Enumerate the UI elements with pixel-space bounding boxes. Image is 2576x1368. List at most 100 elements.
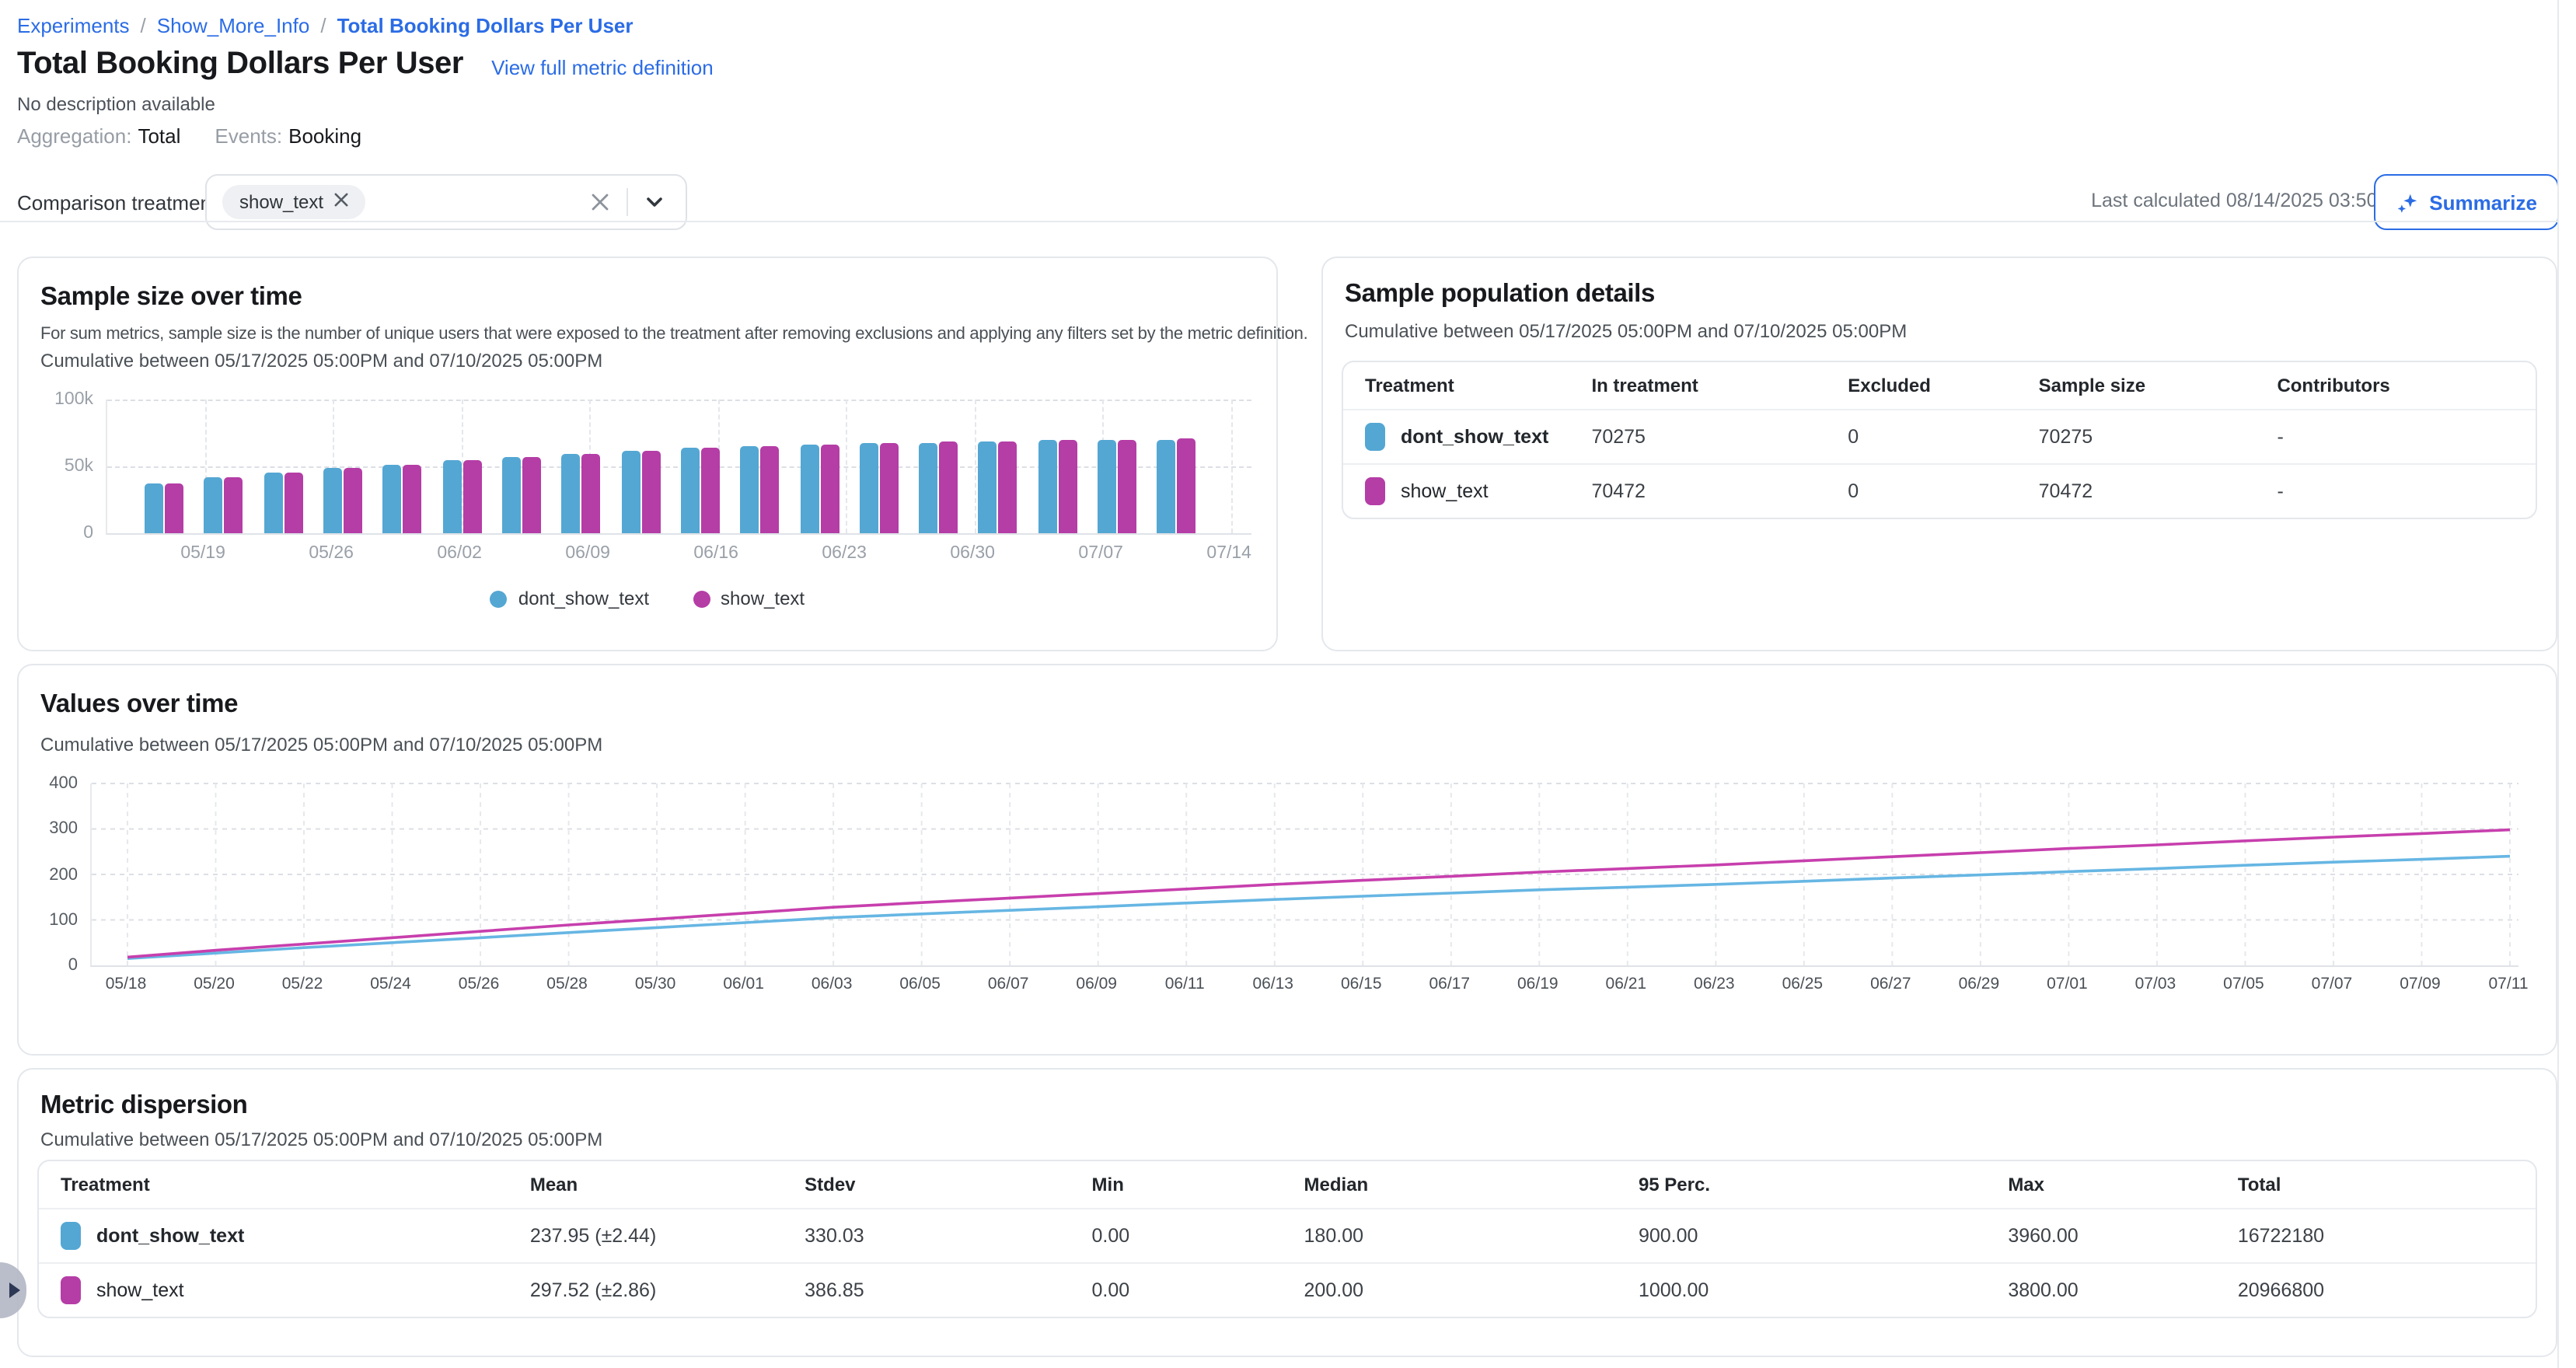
bar-pair — [859, 443, 899, 533]
bar-x-tick: 07/07 — [1078, 544, 1123, 563]
line-x-tick: 05/20 — [194, 975, 235, 993]
sparkles-icon — [2395, 190, 2418, 214]
line-x-tick: 06/01 — [723, 975, 764, 993]
line-x-tick: 06/13 — [1252, 975, 1293, 993]
scrollbar-track[interactable] — [2557, 0, 2576, 1368]
treatment-swatch — [1365, 423, 1385, 451]
bar-show_text — [462, 460, 482, 533]
values-subtitle: Cumulative between 05/17/2025 05:00PM an… — [40, 734, 603, 756]
table-row: dont_show_text 70275 0 70275- — [1343, 409, 2536, 463]
bar-y-tick: 0 — [83, 524, 93, 543]
bar-show_text — [1177, 438, 1196, 533]
legend-item-show_text[interactable]: show_text — [693, 588, 805, 609]
bar-y-tick: 100k — [54, 390, 93, 409]
legend-label: show_text — [721, 588, 805, 609]
events-label: Events: — [215, 124, 283, 148]
bar-pair — [800, 444, 839, 533]
bar-pair — [561, 453, 601, 533]
treatment-tag[interactable]: show_text — [222, 185, 366, 219]
column-header: Treatment — [61, 1174, 150, 1195]
table-cell: 0.00 — [1070, 1262, 1283, 1317]
bar-show_text — [998, 441, 1017, 533]
table-cell: 200.00 — [1282, 1262, 1617, 1317]
bar-show_text — [581, 453, 601, 533]
table-cell: 237.95 (±2.44) — [508, 1208, 784, 1262]
line-x-tick: 06/25 — [1782, 975, 1824, 993]
column-header: Median — [1304, 1174, 1369, 1195]
events-value: Booking — [288, 124, 362, 148]
line-show_text — [127, 828, 2511, 959]
treatment-swatch — [1365, 477, 1385, 505]
line-y-tick: 0 — [68, 956, 78, 975]
line-x-tick: 06/27 — [1870, 975, 1911, 993]
values-over-time-card: Values over time Cumulative between 05/1… — [17, 664, 2557, 1056]
bar-x-tick: 06/16 — [693, 544, 738, 563]
comparison-treatments-label: Comparison treatments — [17, 191, 228, 215]
bar-dont_show_text — [919, 442, 938, 533]
table-cell: 70472 — [2016, 463, 2256, 518]
line-y-tick: 300 — [49, 819, 78, 839]
line-x-tick: 06/09 — [1076, 975, 1117, 993]
bar-dont_show_text — [264, 472, 283, 533]
table-cell: 16722180 — [2215, 1208, 2536, 1262]
bar-x-tick: 06/09 — [565, 544, 610, 563]
line-x-tick: 06/29 — [1958, 975, 2000, 993]
line-x-tick: 05/22 — [281, 975, 323, 993]
bar-dont_show_text — [442, 460, 462, 533]
line-x-tick: 06/15 — [1340, 975, 1382, 993]
sample-size-title: Sample size over time — [40, 283, 302, 311]
line-x-tick: 06/03 — [811, 975, 853, 993]
column-header: Treatment — [1365, 375, 1454, 396]
breadcrumb: Experiments / Show_More_Info / Total Boo… — [17, 14, 634, 37]
line-x-tick: 05/26 — [458, 975, 500, 993]
view-metric-definition-link[interactable]: View full metric definition — [491, 56, 714, 79]
population-table: Treatment In treatment Excluded Sample size… — [1342, 361, 2537, 519]
column-header: 95 Perc. — [1638, 1174, 1711, 1195]
bar-dont_show_text — [145, 483, 164, 533]
column-header: Total — [2237, 1174, 2281, 1195]
treatment-tag-label: show_text — [239, 191, 324, 213]
page-title: Total Booking Dollars Per User — [17, 47, 464, 81]
column-header: Sample size — [2038, 375, 2146, 396]
summarize-label: Summarize — [2429, 190, 2537, 214]
legend-label: dont_show_text — [518, 588, 650, 609]
line-x-tick: 07/11 — [2488, 975, 2529, 993]
bar-dont_show_text — [561, 453, 581, 533]
breadcrumb-separator: / — [320, 14, 326, 37]
bar-x-tick: 06/30 — [950, 544, 995, 563]
table-cell: 180.00 — [1282, 1208, 1617, 1262]
dispersion-title: Metric dispersion — [40, 1091, 248, 1119]
sample-size-description: For sum metrics, sample size is the numb… — [40, 325, 1308, 344]
bar-show_text — [403, 464, 422, 533]
bar-pair — [382, 464, 422, 533]
breadcrumb-experiments[interactable]: Experiments — [17, 14, 130, 37]
select-divider — [627, 188, 628, 216]
clear-select-icon[interactable] — [585, 187, 616, 218]
remove-tag-icon[interactable] — [334, 193, 348, 211]
line-x-tick: 05/18 — [105, 975, 147, 993]
sample-size-plot[interactable] — [106, 400, 1251, 535]
table-row: show_text 297.52 (±2.86) 386.85 0.00 200.00 1… — [39, 1262, 2536, 1317]
bar-pair — [680, 448, 720, 533]
bar-pair — [145, 483, 184, 533]
treatment-name: dont_show_text — [1401, 426, 1549, 448]
table-cell: - — [2255, 463, 2536, 518]
bar-dont_show_text — [323, 468, 342, 533]
breadcrumb-experiment-name[interactable]: Show_More_Info — [156, 14, 310, 37]
values-plot[interactable] — [90, 783, 2518, 967]
line-x-tick: 07/05 — [2223, 975, 2264, 993]
line-x-tick: 06/07 — [987, 975, 1029, 993]
line-y-tick: 100 — [49, 910, 78, 930]
aggregation-label: Aggregation: — [17, 124, 132, 148]
bar-x-tick: 05/19 — [180, 544, 225, 563]
legend-item-dont_show_text[interactable]: dont_show_text — [490, 588, 649, 609]
line-x-tick: 07/01 — [2047, 975, 2088, 993]
last-calculated-text: Last calculated 08/14/2025 03:50AM — [2091, 190, 2407, 211]
line-x-tick: 05/30 — [634, 975, 676, 993]
column-header: Min — [1091, 1174, 1124, 1195]
bar-show_text — [820, 444, 839, 533]
line-x-tick: 05/28 — [546, 975, 588, 993]
breadcrumb-metric-name[interactable]: Total Booking Dollars Per User — [337, 14, 634, 37]
chevron-down-icon[interactable] — [639, 187, 670, 218]
